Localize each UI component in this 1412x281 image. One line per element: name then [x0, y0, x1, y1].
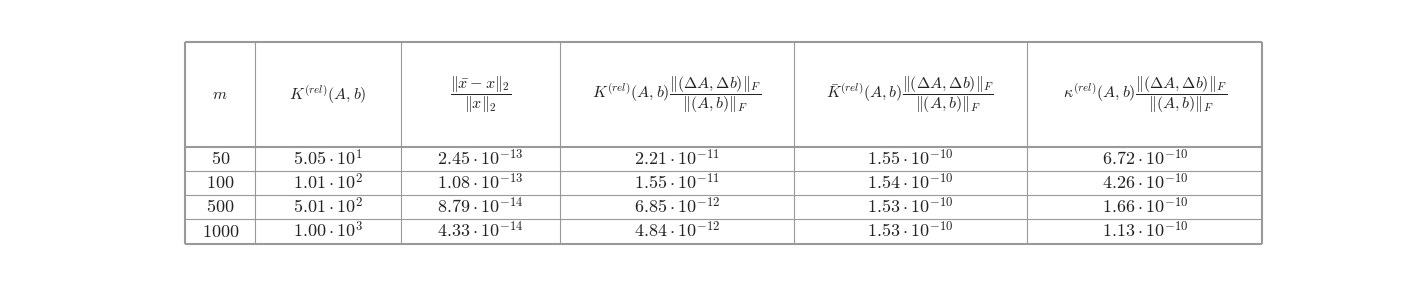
Text: $1.53 \cdot 10^{-10}$: $1.53 \cdot 10^{-10}$ [867, 197, 953, 217]
Text: $\kappa^{(rel)}(A,b)\dfrac{\|(\Delta A,\Delta b)\|_F}{\|(A,b)\|_F}$: $\kappa^{(rel)}(A,b)\dfrac{\|(\Delta A,\… [1063, 74, 1227, 115]
Text: $1.55 \cdot 10^{-10}$: $1.55 \cdot 10^{-10}$ [867, 149, 953, 169]
Text: $6.72 \cdot 10^{-10}$: $6.72 \cdot 10^{-10}$ [1101, 149, 1187, 169]
Text: $1000$: $1000$ [202, 223, 239, 241]
Text: $2.21 \cdot 10^{-11}$: $2.21 \cdot 10^{-11}$ [634, 149, 720, 169]
Text: $m$: $m$ [212, 87, 229, 102]
Text: $1.53 \cdot 10^{-10}$: $1.53 \cdot 10^{-10}$ [867, 221, 953, 242]
Text: $4.33 \cdot 10^{-14}$: $4.33 \cdot 10^{-14}$ [438, 221, 524, 242]
Text: $\bar{K}^{(rel)}(A,b)\dfrac{\|(\Delta A,\Delta b)\|_F}{\|(A,b)\|_F}$: $\bar{K}^{(rel)}(A,b)\dfrac{\|(\Delta A,… [826, 74, 994, 115]
Text: $5.01 \cdot 10^{2}$: $5.01 \cdot 10^{2}$ [292, 197, 363, 217]
Text: $1.01 \cdot 10^{2}$: $1.01 \cdot 10^{2}$ [292, 173, 363, 194]
Text: $2.45 \cdot 10^{-13}$: $2.45 \cdot 10^{-13}$ [438, 149, 524, 169]
Text: $8.79 \cdot 10^{-14}$: $8.79 \cdot 10^{-14}$ [438, 197, 524, 217]
Text: $500$: $500$ [206, 198, 234, 216]
Text: $1.13 \cdot 10^{-10}$: $1.13 \cdot 10^{-10}$ [1101, 221, 1187, 242]
Text: $100$: $100$ [206, 174, 234, 192]
Text: $1.66 \cdot 10^{-10}$: $1.66 \cdot 10^{-10}$ [1101, 197, 1187, 217]
Text: $6.85 \cdot 10^{-12}$: $6.85 \cdot 10^{-12}$ [634, 197, 720, 217]
Text: $5.05 \cdot 10^{1}$: $5.05 \cdot 10^{1}$ [294, 149, 363, 169]
Text: $4.84 \cdot 10^{-12}$: $4.84 \cdot 10^{-12}$ [634, 221, 720, 242]
Text: $4.26 \cdot 10^{-10}$: $4.26 \cdot 10^{-10}$ [1101, 173, 1187, 194]
Text: $1.00 \cdot 10^{3}$: $1.00 \cdot 10^{3}$ [292, 221, 363, 242]
Text: $1.55 \cdot 10^{-11}$: $1.55 \cdot 10^{-11}$ [634, 173, 720, 194]
Text: $\dfrac{\|\bar{x}-x\|_2}{\|x\|_2}$: $\dfrac{\|\bar{x}-x\|_2}{\|x\|_2}$ [449, 74, 511, 115]
Text: $1.08 \cdot 10^{-13}$: $1.08 \cdot 10^{-13}$ [438, 173, 524, 194]
Text: $50$: $50$ [210, 150, 230, 168]
Text: $1.54 \cdot 10^{-10}$: $1.54 \cdot 10^{-10}$ [867, 173, 953, 194]
Text: $K^{(rel)}(A,b)$: $K^{(rel)}(A,b)$ [289, 83, 367, 106]
Text: $K^{(rel)}(A,b)\dfrac{\|(\Delta A,\Delta b)\|_F}{\|(A,b)\|_F}$: $K^{(rel)}(A,b)\dfrac{\|(\Delta A,\Delta… [592, 74, 761, 115]
